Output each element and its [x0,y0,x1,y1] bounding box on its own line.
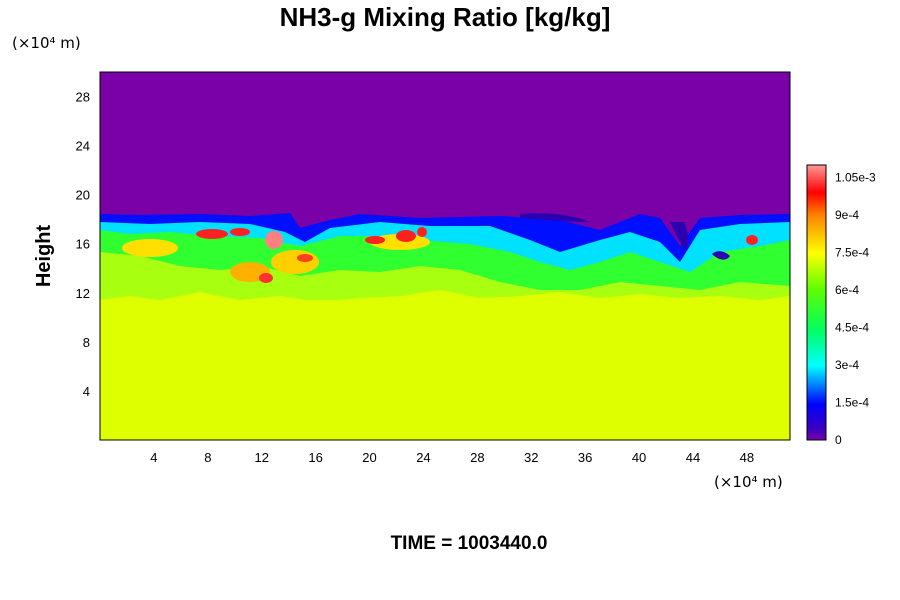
y-tick-label: 8 [83,335,90,350]
y-tick-label: 28 [76,90,90,105]
mixing-layer-lower-edge [100,290,790,310]
eddy-dark-3 [712,251,730,260]
y-tick-label: 20 [76,188,90,203]
x-tick-label: 28 [470,450,484,465]
colorbar-tick-label: 0 [835,433,842,447]
eddy-dark-1 [520,213,590,222]
x-tick-label: 40 [632,450,646,465]
x-tick-label: 32 [524,450,538,465]
y-tick-label: 16 [76,237,90,252]
colorbar-tick-label: 3e-4 [835,358,859,372]
colorbar-tick-label: 7.5e-4 [835,246,869,260]
spot-red-4 [297,254,313,262]
colorbar-tick-label: 1.05e-3 [835,171,876,185]
lower-layer [100,296,790,440]
time-label: TIME = 1003440.0 [391,533,548,554]
x-tick-label: 16 [308,450,322,465]
y-tick-label: 24 [76,139,90,154]
colorbar-tick-label: 6e-4 [835,283,859,297]
spot-red-6 [396,230,416,242]
x-tick-label: 4 [150,450,157,465]
y-tick-label: 12 [76,286,90,301]
x-unit-label: (×10⁴ m) [714,473,783,491]
spot-red-8 [746,235,758,245]
eddy-dark-2 [670,222,689,250]
spot-red-1 [196,229,228,239]
x-tick-label: 24 [416,450,430,465]
y-axis-label: Height [33,225,55,288]
spot-red-3 [259,273,273,283]
colorbar-ticks: 0 1.5e-4 3e-4 4.5e-4 6e-4 7.5e-4 9e-4 1.05e-3 [835,171,876,448]
patch-yellow-1 [122,239,178,257]
colorbar-tick-label: 1.5e-4 [835,396,869,410]
spot-red-7 [417,227,427,237]
x-axis: 4 8 12 16 20 24 28 32 36 40 44 48 [150,450,754,465]
x-tick-label: 36 [578,450,592,465]
x-tick-label: 8 [204,450,211,465]
x-tick-label: 12 [254,450,268,465]
spot-red-2 [230,228,250,236]
spot-pink-1 [265,231,283,249]
heatmap-field [100,72,790,440]
y-axis: 4 8 12 16 20 24 28 [76,90,90,399]
colorbar-tick-label: 9e-4 [835,208,859,222]
x-tick-label: 20 [362,450,376,465]
x-tick-label: 44 [686,450,700,465]
colorbar-tick-label: 4.5e-4 [835,321,869,335]
mixing-layer-lightgreen [100,252,790,300]
patch-yellow-2 [271,250,319,274]
colorbar [806,164,827,441]
y-unit-label: (×10⁴ m) [12,34,81,52]
spot-red-5 [365,236,385,244]
chart-title: NH3-g Mixing Ratio [kg/kg] [280,2,611,32]
y-tick-label: 4 [83,384,90,399]
x-tick-label: 48 [740,450,754,465]
plot-frame [99,71,791,441]
